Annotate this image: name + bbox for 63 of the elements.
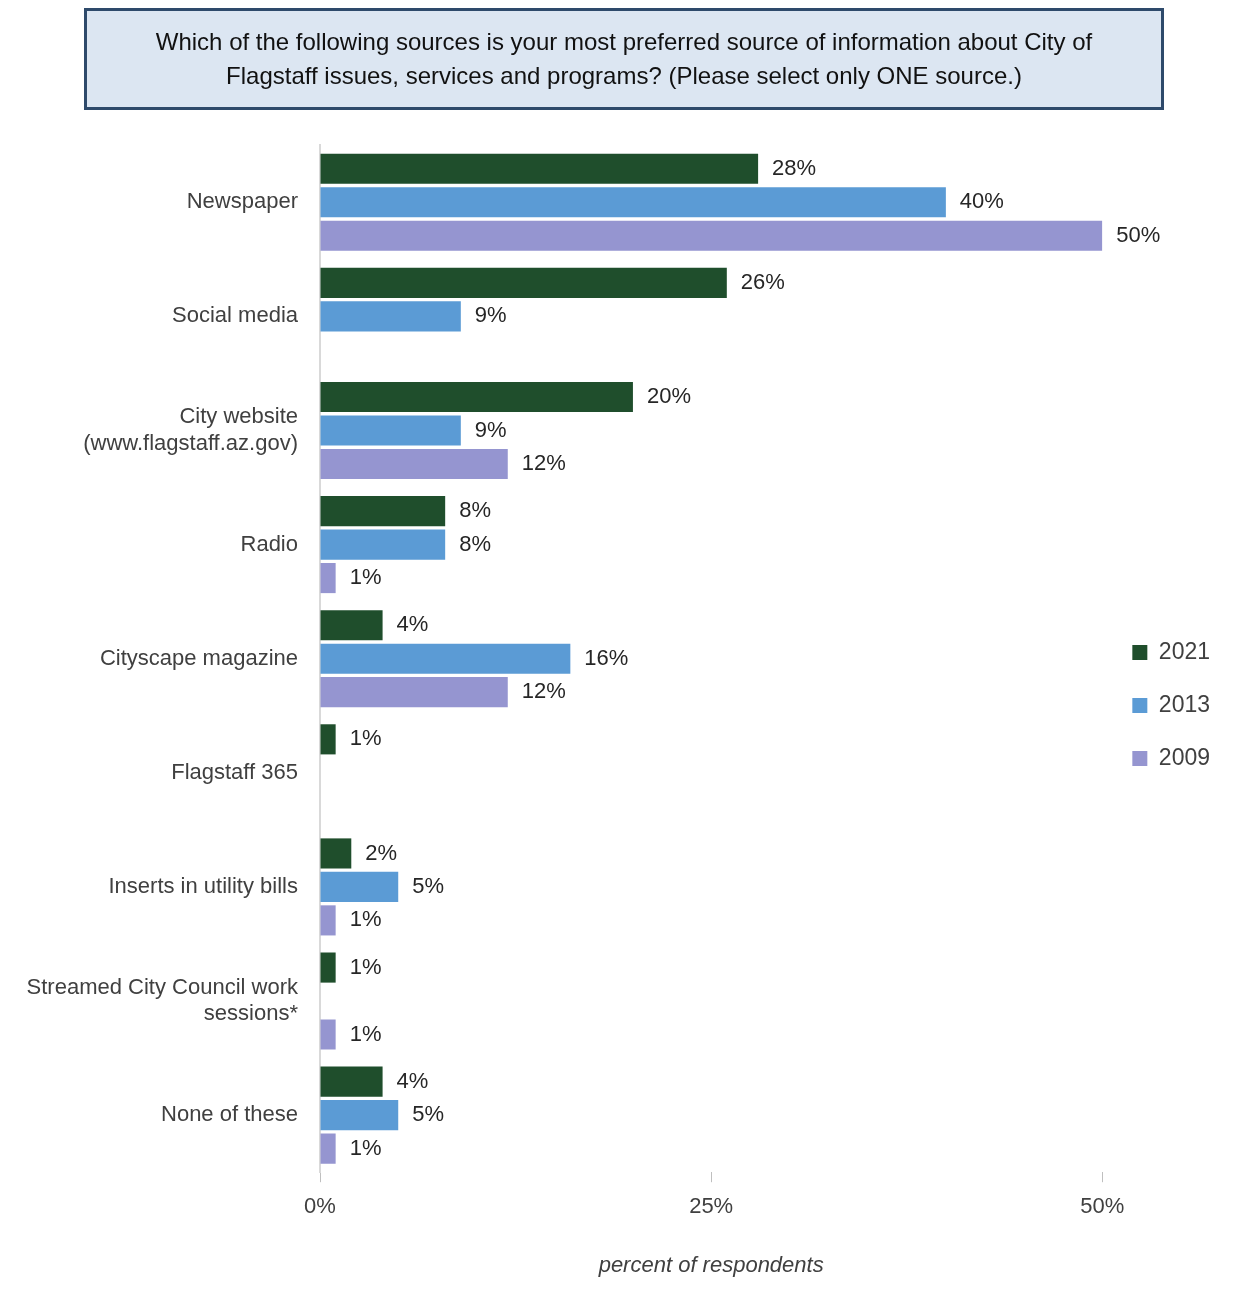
data-label: 9% bbox=[474, 416, 507, 442]
data-label: 26% bbox=[740, 268, 785, 294]
data-label: 1% bbox=[349, 1020, 382, 1046]
data-label: 1% bbox=[349, 1134, 382, 1160]
x-tick-label: 25% bbox=[689, 1193, 734, 1219]
bar bbox=[320, 529, 446, 560]
bar bbox=[320, 677, 508, 708]
bar bbox=[320, 610, 383, 641]
bar bbox=[320, 267, 727, 298]
bar bbox=[320, 905, 336, 936]
x-tick-label: 50% bbox=[1080, 1193, 1125, 1219]
legend-label: 2013 bbox=[1158, 690, 1211, 717]
data-label: 2% bbox=[365, 839, 398, 865]
chart-title: Which of the following sources is your most preferred source of information about City of Flagstaff issues, services and programs? (Please select only ONE source.) bbox=[84, 8, 1164, 110]
data-label: 5% bbox=[412, 1101, 445, 1127]
data-label: 9% bbox=[474, 302, 507, 328]
data-label: 50% bbox=[1116, 221, 1161, 247]
bar bbox=[320, 301, 461, 332]
bar bbox=[320, 952, 336, 983]
data-label: 40% bbox=[959, 188, 1004, 214]
bar bbox=[320, 838, 352, 869]
data-label: 1% bbox=[349, 953, 382, 979]
data-label: 12% bbox=[521, 678, 566, 704]
y-tick-label: City website (www.flagstaff.az.gov) bbox=[83, 403, 298, 455]
bar bbox=[320, 496, 446, 527]
data-label: 5% bbox=[412, 872, 445, 898]
data-label: 1% bbox=[349, 725, 382, 751]
y-tick-label: Inserts in utility bills bbox=[108, 872, 298, 898]
bar bbox=[320, 1066, 383, 1097]
bar bbox=[320, 381, 633, 413]
legend-label: 2009 bbox=[1158, 743, 1211, 770]
data-label: 16% bbox=[584, 644, 629, 670]
data-label: 8% bbox=[459, 530, 491, 556]
bar bbox=[320, 153, 759, 184]
bar bbox=[320, 415, 461, 446]
bar bbox=[320, 1133, 336, 1164]
data-label: 28% bbox=[772, 154, 817, 180]
y-tick-label: Flagstaff 365 bbox=[171, 758, 298, 784]
y-tick-label: None of these bbox=[161, 1101, 298, 1127]
data-label: 4% bbox=[396, 611, 429, 637]
bar bbox=[320, 724, 336, 755]
data-label: 20% bbox=[646, 383, 691, 409]
data-label: 8% bbox=[459, 497, 491, 523]
y-tick-label: Radio bbox=[240, 530, 298, 556]
x-tick-label: 0% bbox=[304, 1193, 336, 1219]
bar bbox=[320, 187, 946, 218]
data-label: 12% bbox=[521, 450, 566, 476]
bar bbox=[320, 220, 1103, 251]
bar bbox=[320, 871, 399, 902]
data-label: 4% bbox=[396, 1067, 429, 1093]
y-tick-label: Newspaper bbox=[186, 188, 298, 214]
y-tick-label: Streamed City Council work sessions* bbox=[26, 973, 299, 1026]
data-label: 1% bbox=[349, 564, 382, 590]
y-tick-label: Social media bbox=[172, 302, 299, 328]
bar bbox=[320, 1019, 336, 1050]
bar bbox=[320, 643, 571, 674]
y-tick-label: Cityscape magazine bbox=[99, 644, 298, 670]
x-axis-title: percent of respondents bbox=[597, 1251, 824, 1277]
bar bbox=[320, 1100, 399, 1131]
data-label: 1% bbox=[349, 906, 382, 932]
legend-label: 2021 bbox=[1158, 637, 1211, 664]
bar bbox=[320, 448, 508, 480]
bar bbox=[320, 563, 336, 594]
